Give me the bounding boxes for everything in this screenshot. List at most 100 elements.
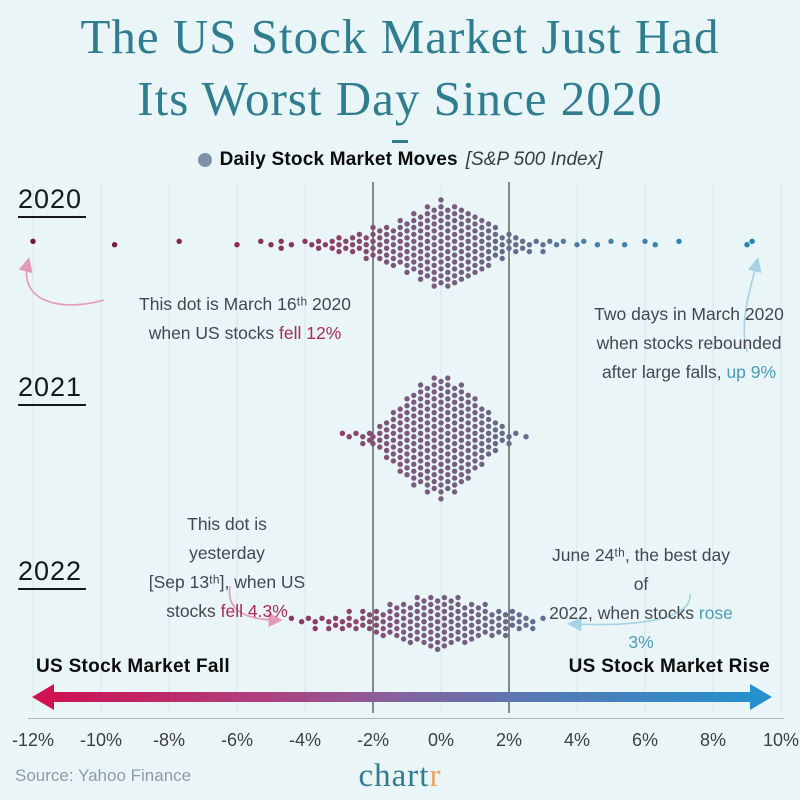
- daily-move-dot: [397, 217, 403, 224]
- daily-move-dot: [455, 601, 461, 608]
- daily-move-dot: [434, 612, 441, 618]
- daily-move-dot: [326, 619, 332, 625]
- daily-move-dot: [390, 262, 397, 269]
- daily-move-dot: [492, 238, 499, 244]
- daily-move-dot: [417, 416, 424, 423]
- daily-move-dot: [496, 615, 502, 621]
- daily-move-dot: [438, 475, 444, 481]
- page-title: The US Stock Market Just Had Its Worst D…: [0, 6, 800, 130]
- daily-move-dot: [496, 629, 502, 635]
- daily-move-dot: [472, 451, 478, 457]
- daily-move-dot: [465, 420, 471, 426]
- daily-move-dot: [397, 461, 403, 467]
- daily-move-dot: [434, 639, 441, 646]
- daily-move-dot: [448, 612, 454, 618]
- daily-move-dot: [397, 238, 403, 244]
- daily-move-dot: [383, 259, 390, 265]
- daily-move-dot: [499, 255, 505, 262]
- daily-move-dot: [445, 214, 451, 220]
- daily-move-dot: [377, 248, 383, 255]
- daily-move-dot: [411, 413, 417, 419]
- daily-move-dot: [455, 629, 461, 635]
- daily-move-dot: [390, 451, 397, 457]
- title-line-2: Its Worst Day Since 2020: [137, 71, 663, 126]
- daily-move-dot: [404, 465, 410, 471]
- daily-move-dot: [465, 273, 471, 279]
- daily-move-dot: [417, 242, 424, 248]
- daily-move-dot: [417, 396, 424, 402]
- daily-move-dot: [496, 622, 502, 628]
- daily-move-dot: [451, 385, 458, 392]
- daily-move-dot: [400, 622, 407, 628]
- daily-move-dot: [472, 269, 478, 275]
- daily-move-dot: [451, 406, 458, 412]
- daily-move-dot: [465, 413, 471, 419]
- daily-move-dot: [462, 625, 468, 632]
- daily-move-dot: [431, 269, 437, 275]
- daily-move-dot: [404, 235, 410, 241]
- daily-move-dot: [407, 625, 414, 632]
- daily-move-dot: [485, 248, 492, 255]
- axis-tick-label: 2%: [495, 730, 522, 750]
- daily-move-dot: [404, 437, 410, 443]
- daily-move-dot: [424, 211, 431, 217]
- daily-move-dot: [451, 238, 458, 244]
- daily-move-dot: [479, 413, 485, 419]
- daily-move-dot: [472, 248, 478, 255]
- daily-move-dot: [397, 468, 403, 474]
- daily-move-dot: [465, 245, 471, 251]
- daily-move-dot: [479, 259, 485, 265]
- daily-move-dot: [404, 248, 410, 255]
- daily-move-dot: [428, 636, 434, 642]
- daily-move-dot: [519, 245, 526, 251]
- daily-move-dot: [322, 242, 329, 248]
- daily-move-dot: [560, 238, 567, 244]
- daily-move-dot: [366, 612, 373, 618]
- daily-move-dot: [431, 242, 437, 248]
- daily-move-dot: [438, 231, 444, 238]
- daily-move-dot: [516, 625, 522, 632]
- daily-move-dot: [513, 235, 519, 241]
- daily-move-dot: [111, 242, 118, 248]
- daily-move-dot: [458, 444, 465, 450]
- daily-move-dot: [438, 399, 444, 405]
- daily-move-dot: [445, 423, 451, 430]
- daily-move-dot: [492, 447, 499, 454]
- daily-move-dot: [424, 454, 431, 461]
- daily-move-dot: [465, 238, 471, 244]
- annotation-2020-fall: This dot is March 16ᵗʰ 2020 when US stoc…: [95, 290, 395, 348]
- logo-text-accent: r: [429, 758, 442, 794]
- daily-move-dot: [400, 636, 407, 642]
- legend-label: Daily Stock Market Moves: [219, 149, 458, 170]
- daily-move-dot: [366, 619, 373, 625]
- daily-move-dot: [445, 472, 451, 478]
- daily-move-dot: [424, 447, 431, 454]
- annotation-line: This dot is yesterday: [187, 514, 267, 563]
- daily-move-dot: [417, 389, 424, 395]
- daily-move-dot: [431, 235, 437, 241]
- daily-move-dot: [377, 430, 383, 436]
- daily-move-dot: [472, 228, 478, 234]
- daily-move-dot: [441, 601, 448, 608]
- daily-move-dot: [424, 204, 431, 210]
- daily-move-dot: [482, 601, 488, 608]
- daily-move-dot: [516, 612, 522, 618]
- daily-move-dot: [472, 416, 478, 423]
- daily-move-dot: [305, 615, 312, 621]
- daily-move-dot: [428, 643, 434, 649]
- daily-move-dot: [438, 259, 444, 265]
- daily-move-dot: [438, 496, 444, 502]
- daily-move-dot: [485, 255, 492, 262]
- daily-move-dot: [458, 423, 465, 430]
- daily-move-dot: [424, 238, 431, 244]
- daily-move-dot: [479, 231, 485, 238]
- daily-move-dot: [417, 262, 424, 269]
- daily-move-dot: [475, 612, 482, 618]
- daily-move-dot: [445, 221, 451, 227]
- daily-move-dot: [397, 413, 403, 419]
- daily-move-dot: [441, 608, 448, 615]
- daily-move-dot: [451, 231, 458, 238]
- daily-move-dot: [404, 451, 410, 457]
- daily-move-dot: [749, 238, 755, 244]
- daily-move-dot: [397, 231, 403, 238]
